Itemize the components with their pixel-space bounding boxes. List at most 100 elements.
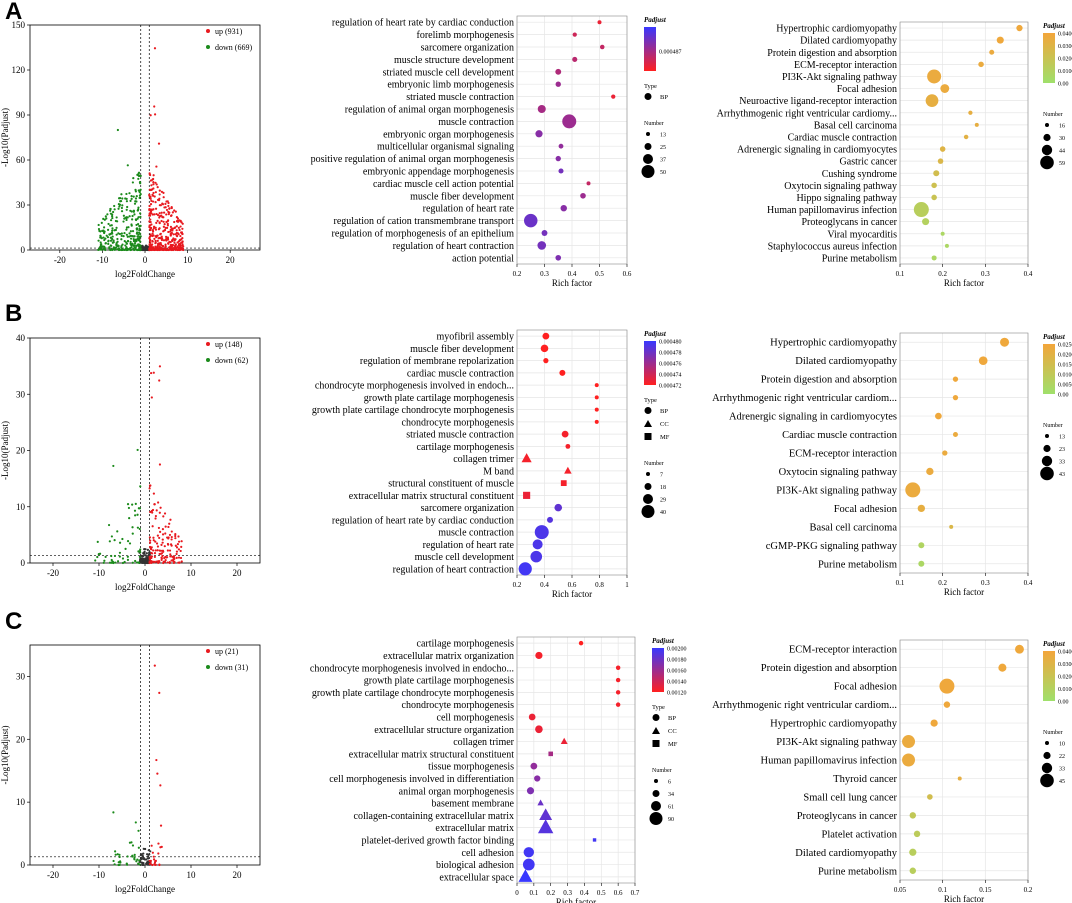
- down-point: [134, 188, 137, 192]
- up-point: [164, 243, 167, 246]
- term-label: Thyroid cancer: [833, 774, 897, 785]
- term-label: positive regulation of animal organ morp…: [311, 154, 514, 165]
- size-legend-bubble: [1040, 155, 1054, 170]
- size-legend-bubble: [646, 132, 650, 136]
- term-label: Purine metabolism: [822, 253, 897, 264]
- term-label: Dilated cardiomyopathy: [795, 848, 898, 859]
- ns-point: [143, 547, 146, 551]
- ns-point: [141, 248, 145, 252]
- down-point: [108, 233, 111, 236]
- down-point: [129, 199, 132, 203]
- down-point: [121, 537, 124, 541]
- ns-point: [142, 557, 145, 560]
- up-point: [162, 220, 165, 223]
- down-point: [125, 228, 128, 231]
- kegg-bubble-plot-c: 0.05 0.1 0.15 0.2 Rich factor ECM-receptor in…: [712, 639, 1072, 903]
- size-legend-label: 59: [1059, 161, 1065, 167]
- down-point: [100, 245, 104, 248]
- colorbar-label: 0.0200: [1058, 57, 1072, 63]
- colorbar-label: 0.000478: [659, 351, 682, 357]
- up-point: [155, 542, 159, 545]
- type-legend-triangle: [644, 420, 652, 427]
- up-point: [150, 548, 153, 551]
- up-point: [155, 221, 158, 224]
- down-point: [118, 863, 121, 866]
- up-point: [162, 561, 165, 565]
- type-legend-title: Type: [644, 397, 657, 404]
- y-tick-label: 120: [12, 65, 26, 75]
- size-legend-label: 43: [1059, 472, 1065, 478]
- size-legend-label: 25: [660, 145, 666, 151]
- size-legend-label: 34: [668, 792, 674, 798]
- down-point: [118, 203, 122, 206]
- up-point: [158, 193, 161, 196]
- up-point: [153, 552, 157, 555]
- up-outlier-point: [153, 105, 156, 108]
- term-label: muscle fiber development: [410, 344, 514, 355]
- term-label: Protein digestion and absorption: [767, 48, 897, 59]
- down-point: [116, 530, 119, 533]
- down-point: [115, 216, 118, 219]
- up-point: [158, 511, 161, 514]
- x-tick-label: 0.5: [595, 270, 604, 278]
- down-point: [136, 858, 139, 861]
- up-point: [163, 206, 166, 209]
- down-point: [104, 241, 107, 245]
- down-point: [137, 507, 140, 510]
- down-point: [139, 548, 142, 551]
- up-point: [177, 548, 181, 551]
- ns-point: [149, 850, 152, 853]
- term-label: ECM-receptor interaction: [789, 449, 898, 460]
- down-point: [135, 860, 138, 863]
- up-point: [169, 245, 172, 248]
- up-point: [161, 554, 164, 558]
- data-bubble: [974, 122, 979, 127]
- data-triangle: [537, 819, 554, 834]
- x-tick-label: 0.1: [896, 270, 905, 278]
- term-label: regulation of heart rate by cardiac cond…: [332, 515, 514, 526]
- size-legend-title: Number: [1043, 112, 1063, 118]
- down-point: [138, 236, 141, 239]
- up-point: [158, 222, 161, 225]
- up-point: [160, 556, 163, 559]
- up-point: [167, 242, 170, 245]
- term-label: Basal cell carcinoma: [810, 522, 898, 533]
- up-point: [181, 243, 184, 246]
- down-point: [126, 540, 130, 543]
- down-point: [111, 237, 114, 241]
- down-point: [112, 248, 115, 251]
- down-point: [116, 240, 119, 243]
- data-bubble: [926, 467, 934, 476]
- down-point: [125, 200, 129, 203]
- up-point: [168, 240, 171, 243]
- up-point: [154, 228, 158, 231]
- down-point: [116, 560, 120, 563]
- data-bubble: [913, 202, 929, 218]
- size-legend-title: Number: [1043, 423, 1063, 429]
- x-axis-title: Rich factor: [552, 278, 592, 288]
- up-point: [180, 540, 183, 543]
- data-bubble: [978, 356, 988, 366]
- up-point: [149, 197, 152, 200]
- down-point: [110, 244, 113, 247]
- down-point: [111, 235, 114, 238]
- up-point: [166, 236, 169, 239]
- down-point: [132, 177, 135, 180]
- down-point: [135, 231, 139, 234]
- up-point: [156, 245, 159, 248]
- down-point: [130, 195, 133, 198]
- up-point: [154, 514, 157, 518]
- down-outlier-point: [112, 811, 115, 814]
- down-point: [134, 502, 137, 505]
- down-point: [135, 218, 138, 222]
- down-point: [110, 535, 113, 538]
- x-tick-label: 0.2: [938, 270, 947, 278]
- up-point: [173, 557, 176, 560]
- up-outlier-point: [158, 379, 161, 382]
- go-bubble-plot-b: 0.2 0.4 0.6 0.8 1 Rich factor myofibril assemb…: [312, 329, 682, 599]
- term-label: Small cell lung cancer: [803, 792, 897, 803]
- term-label: cardiac muscle contraction: [407, 368, 514, 379]
